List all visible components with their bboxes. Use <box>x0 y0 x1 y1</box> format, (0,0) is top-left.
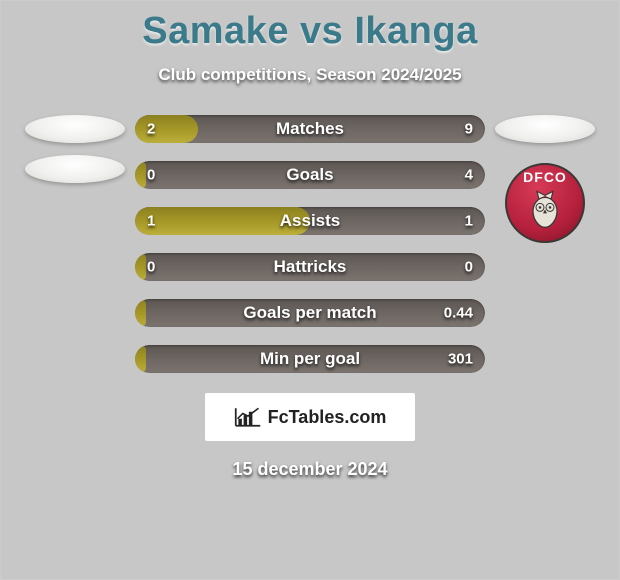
watermark-text: FcTables.com <box>268 407 387 428</box>
left-badges <box>25 115 125 183</box>
bar-fill <box>135 161 146 189</box>
stat-bar-matches: 2 Matches 9 <box>135 115 485 143</box>
stat-right-value: 301 <box>448 351 473 368</box>
main-row: 2 Matches 9 0 Goals 4 1 Assists 1 <box>0 115 620 373</box>
stat-label: Assists <box>280 211 340 231</box>
stat-label: Min per goal <box>260 349 360 369</box>
stat-label: Goals <box>286 165 333 185</box>
stat-bar-assists: 1 Assists 1 <box>135 207 485 235</box>
bar-fill <box>135 299 146 327</box>
stat-bar-min-per-goal: Min per goal 301 <box>135 345 485 373</box>
dfco-text: DFCO <box>505 169 585 185</box>
stat-left-value: 0 <box>147 167 155 184</box>
stat-bar-hattricks: 0 Hattricks 0 <box>135 253 485 281</box>
stat-label: Hattricks <box>274 257 347 277</box>
page-subtitle: Club competitions, Season 2024/2025 <box>0 65 620 85</box>
player-right-badge-1 <box>495 115 595 143</box>
stat-left-value: 1 <box>147 213 155 230</box>
page-title: Samake vs Ikanga <box>0 10 620 53</box>
stat-label: Matches <box>276 119 344 139</box>
stat-right-value: 0 <box>465 259 473 276</box>
stat-bars: 2 Matches 9 0 Goals 4 1 Assists 1 <box>135 115 485 373</box>
player-left-badge-2 <box>25 155 125 183</box>
stat-right-value: 4 <box>465 167 473 184</box>
owl-icon <box>523 187 567 231</box>
watermark-chart-icon <box>234 406 262 428</box>
stat-right-value: 9 <box>465 121 473 138</box>
watermark: FcTables.com <box>205 393 415 441</box>
player-left-badge-1 <box>25 115 125 143</box>
container: Samake vs Ikanga Club competitions, Seas… <box>0 0 620 580</box>
bar-fill <box>135 115 198 143</box>
stat-right-value: 0.44 <box>444 305 473 322</box>
right-badges: DFCO <box>495 115 595 243</box>
stat-left-value: 2 <box>147 121 155 138</box>
stat-bar-goals: 0 Goals 4 <box>135 161 485 189</box>
bar-fill <box>135 345 146 373</box>
stat-right-value: 1 <box>465 213 473 230</box>
stat-label: Goals per match <box>243 303 376 323</box>
dfco-logo: DFCO <box>505 163 585 243</box>
stat-left-value: 0 <box>147 259 155 276</box>
bar-fill <box>135 253 146 281</box>
stat-bar-goals-per-match: Goals per match 0.44 <box>135 299 485 327</box>
date-label: 15 december 2024 <box>0 459 620 480</box>
club-badge-dfco: DFCO <box>505 163 585 243</box>
